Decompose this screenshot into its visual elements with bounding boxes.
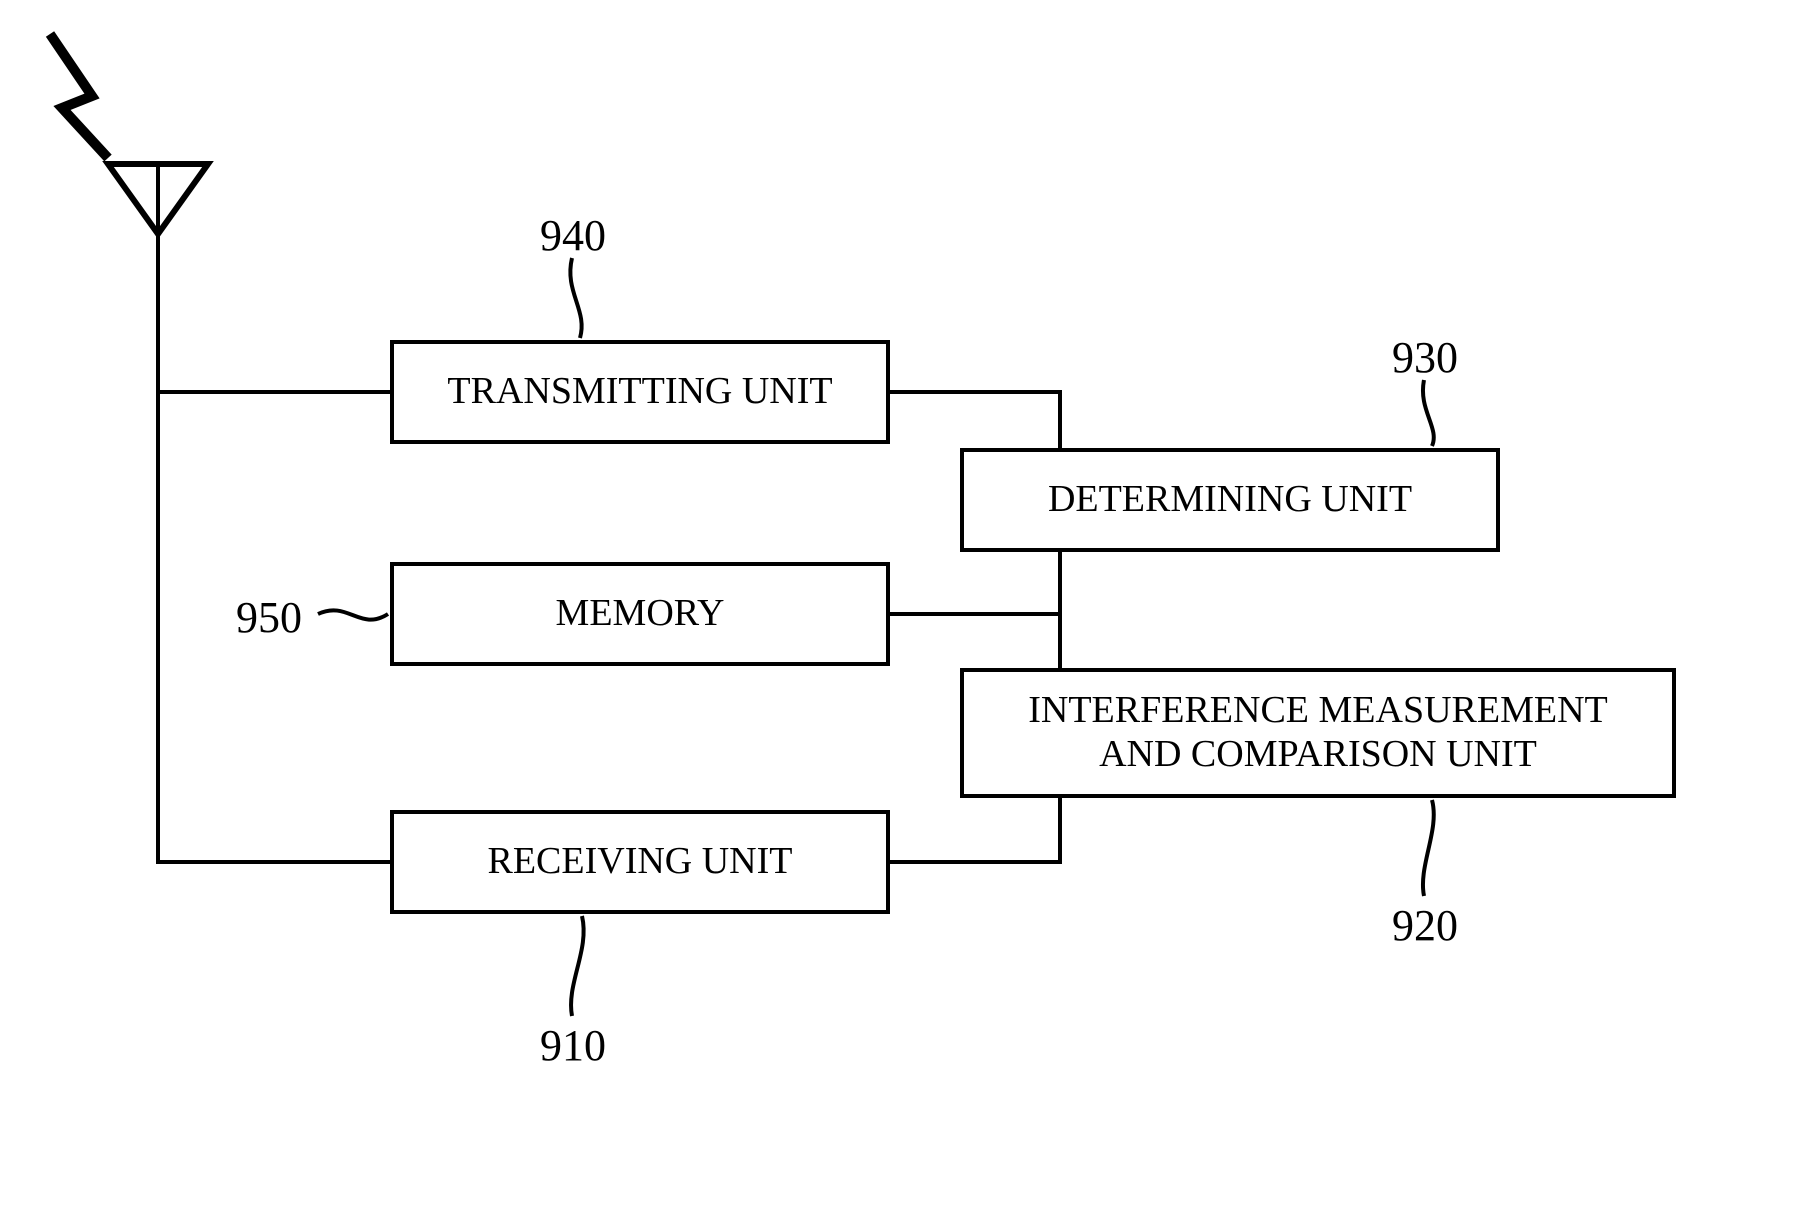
ref-label-940: 940	[540, 210, 606, 261]
receiving-unit-block: RECEIVING UNIT	[390, 810, 890, 914]
interference-unit-block: INTERFERENCE MEASUREMENTAND COMPARISON U…	[960, 668, 1676, 798]
memory-label: MEMORY	[556, 592, 725, 636]
ref-label-920: 920	[1392, 900, 1458, 951]
ref-label-930: 930	[1392, 332, 1458, 383]
receiving-unit-label: RECEIVING UNIT	[487, 840, 792, 884]
interference-unit-label: INTERFERENCE MEASUREMENTAND COMPARISON U…	[1028, 689, 1608, 776]
ref-label-910: 910	[540, 1020, 606, 1071]
diagram-canvas: TRANSMITTING UNIT MEMORY RECEIVING UNIT …	[0, 0, 1798, 1226]
memory-block: MEMORY	[390, 562, 890, 666]
determining-unit-block: DETERMINING UNIT	[960, 448, 1500, 552]
determining-unit-label: DETERMINING UNIT	[1048, 478, 1412, 522]
transmitting-unit-label: TRANSMITTING UNIT	[447, 370, 832, 414]
transmitting-unit-block: TRANSMITTING UNIT	[390, 340, 890, 444]
ref-label-950: 950	[236, 592, 302, 643]
